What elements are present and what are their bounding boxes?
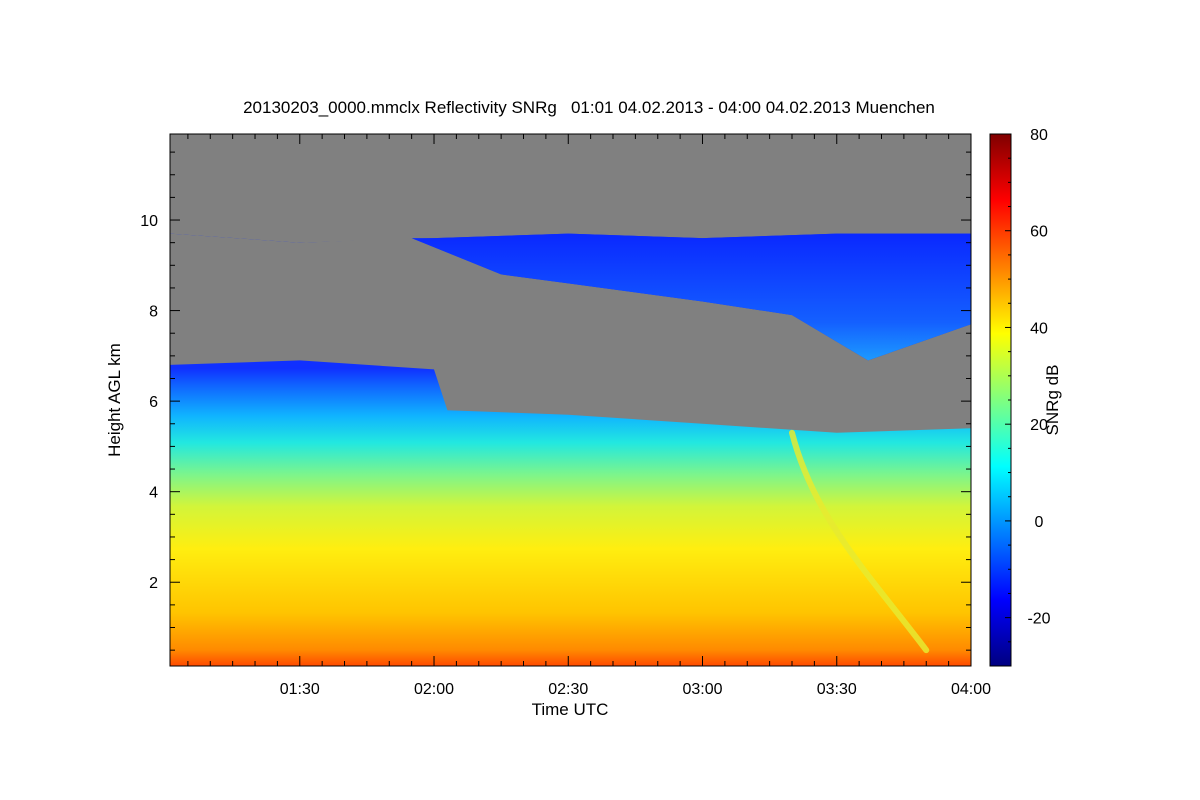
y-axis-title: Height AGL km xyxy=(105,343,124,457)
colorbar-tick-label: 40 xyxy=(1030,320,1048,337)
colorbar-tick-label: -20 xyxy=(1027,611,1050,628)
colorbar-title: SNRg dB xyxy=(1043,365,1062,436)
y-tick-label: 2 xyxy=(149,575,158,592)
x-tick-label: 02:00 xyxy=(414,681,454,698)
colorbar-tick-label: 80 xyxy=(1030,127,1048,144)
chart-title: 20130203_0000.mmclx Reflectivity SNRg 01… xyxy=(243,98,935,117)
x-axis-title: Time UTC xyxy=(532,700,609,719)
x-tick-label: 03:00 xyxy=(682,681,722,698)
y-tick-label: 4 xyxy=(149,485,158,502)
y-tick-label: 10 xyxy=(140,213,158,230)
x-axis: 01:30 02:00 02:30 03:00 03:30 04:00 xyxy=(187,134,991,698)
y-tick-label: 6 xyxy=(149,394,158,411)
colorbar-tick-label: 60 xyxy=(1030,224,1048,241)
upper-cloud-layer xyxy=(411,233,971,361)
x-tick-label: 02:30 xyxy=(548,681,588,698)
y-axis: 2 4 6 8 10 xyxy=(140,151,971,651)
x-tick-label: 03:30 xyxy=(817,681,857,698)
colorbar-tick-label: 0 xyxy=(1035,514,1044,531)
colorbar xyxy=(989,133,1012,667)
no-signal-region-upper xyxy=(170,134,971,243)
no-signal-region-lower xyxy=(170,233,971,433)
colorbar-tick-label: 20 xyxy=(1030,417,1048,434)
x-tick-label: 04:00 xyxy=(951,681,991,698)
fall-streak xyxy=(789,429,930,654)
y-tick-label: 8 xyxy=(149,304,158,321)
plot-frame xyxy=(169,133,972,667)
x-tick-label: 01:30 xyxy=(280,681,320,698)
colorbar-axis: -20 0 20 40 60 80 xyxy=(1005,127,1051,667)
